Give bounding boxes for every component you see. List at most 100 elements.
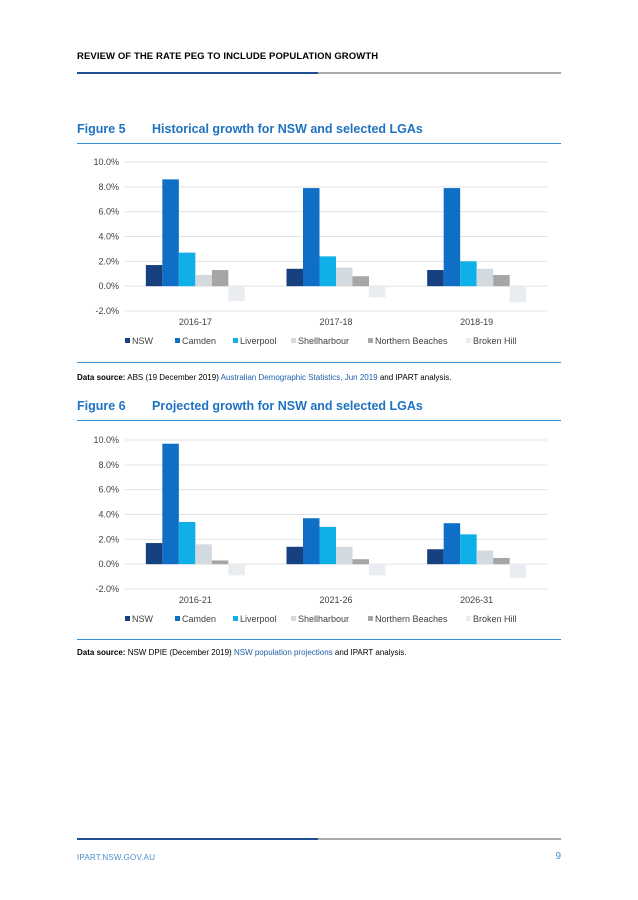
footer-website[interactable]: IPART.NSW.GOV.AU [77,853,156,862]
legend-label: Shellharbour [298,336,349,346]
bar-shellharbour [476,268,494,287]
x-tick-label: 2026-31 [460,595,493,605]
legend-swatch [368,616,373,621]
bar-shellharbour [195,274,212,287]
legend-label: Northern Beaches [375,336,448,346]
legend-swatch [233,338,238,343]
y-tick-label: 8.0% [98,460,119,470]
bar-liverpool [178,252,196,287]
bar-nsw [427,549,444,565]
legend-swatch [125,338,130,343]
y-tick-label: -2.0% [95,306,119,316]
footer-rule-light [318,838,561,840]
legend-label: Liverpool [240,336,277,346]
figure-6-source-post: and IPART analysis. [332,648,407,657]
legend-label: Broken Hill [473,336,517,346]
bar-nsw [427,270,444,287]
y-tick-label: 2.0% [98,534,119,544]
y-tick-label: 4.0% [98,510,119,520]
figure-6-source-pre: NSW DPIE (December 2019) [125,648,234,657]
bar-liverpool [319,256,336,287]
y-tick-label: -2.0% [95,584,119,594]
x-tick-label: 2017-18 [319,317,352,327]
figure-5-source-post: and IPART analysis. [377,373,452,382]
bar-northern-beaches [493,557,510,565]
figure-6-source: Data source: NSW DPIE (December 2019) NS… [77,648,407,657]
bar-camden [162,179,179,287]
figure-5-number: Figure 5 [77,122,126,136]
figure-6-number: Figure 6 [77,399,126,413]
y-tick-label: 6.0% [98,485,119,495]
figure-6-bottom-rule [77,639,561,640]
y-tick-label: 0.0% [98,559,119,569]
x-tick-label: 2016-21 [179,595,212,605]
legend-label: Liverpool [240,614,277,624]
bar-liverpool [460,261,477,287]
figure-5-source-link[interactable]: Australian Demographic Statistics, Jun 2… [220,373,378,382]
legend-swatch [291,338,296,343]
bar-liverpool [319,526,336,565]
x-tick-label: 2021-26 [319,595,352,605]
bar-northern-beaches [352,559,369,565]
bar-broken-hill [228,286,245,302]
legend-swatch [368,338,373,343]
legend-label: Northern Beaches [375,614,448,624]
figure-6-top-rule [77,420,561,421]
bar-broken-hill [228,564,245,576]
legend-label: Camden [182,336,216,346]
figure-5-caption: Historical growth for NSW and selected L… [152,122,423,136]
bar-northern-beaches [493,274,510,287]
bar-northern-beaches [211,270,229,287]
figure-5-source-label: Data source: [77,373,126,382]
y-tick-label: 10.0% [93,435,119,445]
legend-swatch [175,338,180,343]
legend-label: Shellharbour [298,614,349,624]
figure-5-source-pre: ABS (19 December 2019) [125,373,221,382]
bar-broken-hill [509,564,527,578]
figure-5-chart: -2.0% 0.0% 2.0% 4.0% 6.0% 8.0% 10.0% 2016-17 201… [93,157,547,346]
x-tick-label: 2018-19 [460,317,493,327]
legend-swatch [233,616,238,621]
figure-6-source-link[interactable]: NSW population projections [233,648,333,657]
bar-shellharbour [336,546,353,565]
bar-shellharbour [476,550,494,565]
legend-label: Camden [182,614,216,624]
page-header: REVIEW OF THE RATE PEG TO INCLUDE POPULA… [77,51,379,62]
y-tick-label: 2.0% [98,256,119,266]
y-tick-label: 0.0% [98,281,119,291]
header-rule-dark [77,72,318,74]
bar-nsw [286,546,303,565]
legend-label: Broken Hill [473,614,517,624]
legend-swatch [466,616,471,621]
bar-liverpool [460,534,477,565]
y-tick-label: 4.0% [98,232,119,242]
bar-broken-hill [369,564,386,576]
footer-rule-dark [77,838,318,840]
bar-shellharbour [336,267,353,287]
bar-northern-beaches [352,276,369,287]
figure-5-top-rule [77,143,561,144]
bar-liverpool [178,521,196,565]
legend-swatch [291,616,296,621]
y-tick-label: 10.0% [93,157,119,167]
y-tick-label: 6.0% [98,207,119,217]
bar-nsw [286,268,303,287]
bar-camden [303,188,320,287]
bar-shellharbour [195,544,212,565]
y-tick-label: 8.0% [98,182,119,192]
bar-camden [162,443,179,565]
figure-6-caption: Projected growth for NSW and selected LG… [152,399,423,413]
bar-broken-hill [509,286,527,303]
x-tick-label: 2016-17 [179,317,212,327]
bar-camden [443,188,461,287]
page-number: 9 [555,851,561,862]
figure-6-source-label: Data source: [77,648,126,657]
bar-northern-beaches [211,560,229,565]
bar-camden [303,518,320,565]
figure-5-source: Data source: ABS (19 December 2019) Aust… [77,373,451,382]
bar-nsw [145,265,163,287]
legend-swatch [466,338,471,343]
legend-swatch [175,616,180,621]
bar-broken-hill [369,286,386,298]
header-rule-light [318,72,561,74]
